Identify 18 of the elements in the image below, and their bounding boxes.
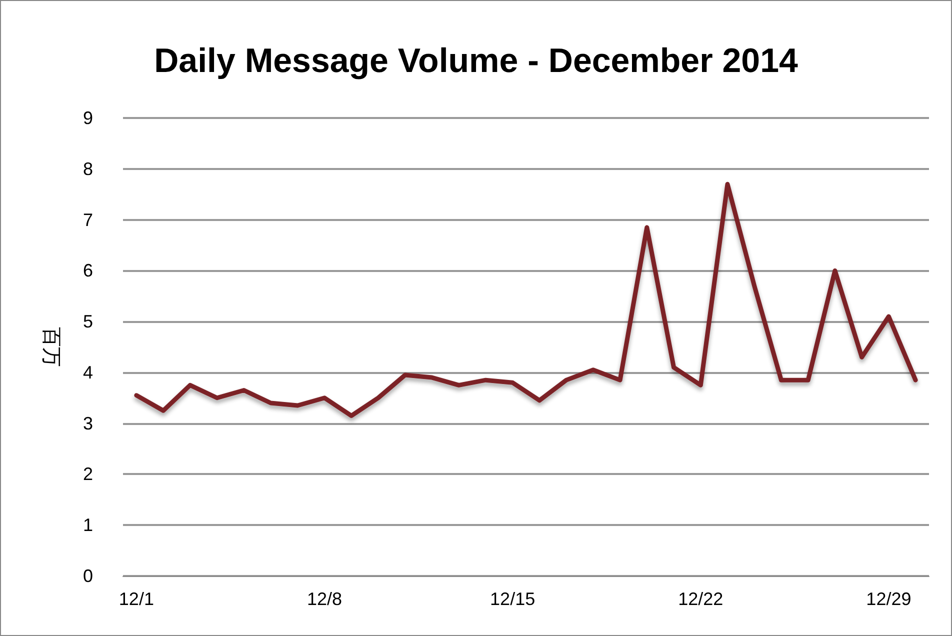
y-tick-label: 2: [82, 464, 93, 484]
y-tick-label: 7: [82, 210, 93, 230]
x-tick-label: 12/29: [866, 589, 912, 609]
chart-title: Daily Message Volume - December 2014: [154, 42, 798, 80]
y-tick-label: 9: [82, 108, 93, 128]
x-tick-label: 12/1: [118, 589, 154, 609]
y-tick-label: 6: [82, 260, 93, 281]
x-tick-label: 12/22: [678, 589, 724, 609]
y-tick-label: 4: [82, 362, 93, 382]
x-tick-label: 12/15: [490, 589, 536, 609]
line-series: [134, 182, 918, 418]
y-tick-label: 5: [82, 312, 93, 332]
y-axis-title: 百万: [40, 327, 62, 367]
y-tick-label: 0: [82, 566, 93, 586]
y-tick-label: 3: [82, 413, 93, 434]
y-tick-label: 8: [82, 158, 93, 179]
y-tick-label: 1: [82, 515, 93, 536]
x-tick-label: 12/8: [306, 589, 342, 609]
